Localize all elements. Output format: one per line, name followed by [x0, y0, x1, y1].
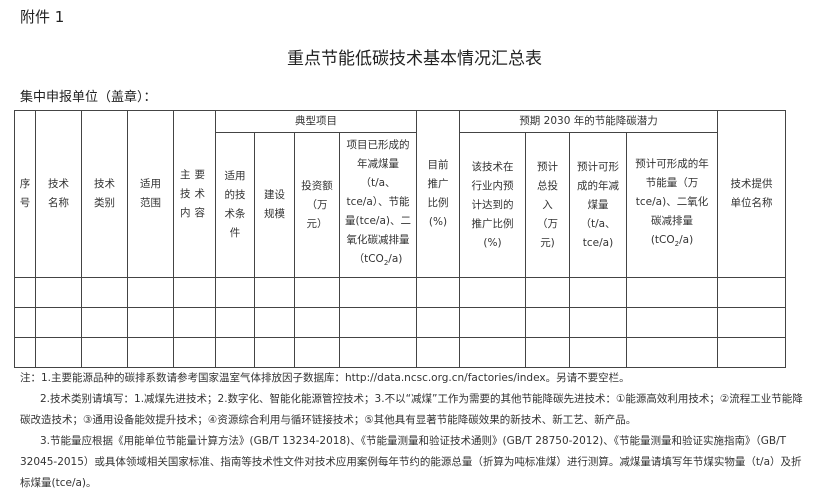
table-cell[interactable] — [14, 337, 36, 368]
table-cell[interactable] — [339, 307, 417, 338]
header-coal-reduction: 预计可形成的年减煤量（t/a、tce/a) — [569, 132, 627, 278]
note-1: 注：1.主要能源品种的碳排系数请参考国家温室气体排放因子数据库：http://d… — [20, 372, 630, 384]
table-cell[interactable] — [127, 307, 174, 338]
unit-label: 集中申报单位（盖章）： — [20, 90, 157, 105]
table-cell[interactable] — [294, 277, 340, 308]
header-provider: 技术提供单位名称 — [717, 110, 787, 278]
note-3: 3.节能量应根据《用能单位节能量计算方法》(GB/T 13234-2018)、《… — [20, 435, 802, 489]
header-group-2030: 预期 2030 年的节能降碳潜力 — [458, 110, 719, 133]
table-cell[interactable] — [254, 277, 295, 308]
table-cell[interactable] — [525, 307, 570, 338]
table-cell[interactable] — [81, 277, 128, 308]
table-cell[interactable] — [35, 307, 82, 338]
page-title: 重点节能低碳技术基本情况汇总表 — [287, 49, 542, 69]
table-cell[interactable] — [525, 337, 570, 368]
table-cell[interactable] — [173, 277, 216, 308]
table-cell[interactable] — [254, 337, 295, 368]
table-cell[interactable] — [569, 307, 627, 338]
table-cell[interactable] — [14, 277, 36, 308]
table-cell[interactable] — [459, 277, 526, 308]
table-cell[interactable] — [215, 277, 255, 308]
header-total-investment: 预计总投入（万元) — [525, 132, 570, 278]
table-cell[interactable] — [569, 337, 627, 368]
header-scale: 建设规模 — [254, 132, 295, 278]
table-cell[interactable] — [81, 337, 128, 368]
table-cell[interactable] — [294, 337, 340, 368]
table-cell[interactable] — [35, 277, 82, 308]
table-cell[interactable] — [173, 307, 216, 338]
table-cell[interactable] — [459, 307, 526, 338]
table-cell[interactable] — [717, 307, 787, 338]
attachment-label: 附件 1 — [20, 8, 65, 26]
table-cell[interactable] — [173, 337, 216, 368]
table-cell[interactable] — [127, 337, 174, 368]
header-energy-savings: 预计可形成的年节能量（万tce/a)、二氧化碳减排量(tCO2/a) — [625, 132, 719, 278]
table-cell[interactable] — [215, 337, 255, 368]
table-cell[interactable] — [717, 277, 787, 308]
header-name: 技术名称 — [35, 110, 82, 278]
header-seq: 序号 — [14, 110, 36, 278]
header-project-savings: 项目已形成的年减煤量（t/a、tce/a）、节能量(tce/a)、二氧化碳减排量… — [339, 132, 417, 278]
table-cell[interactable] — [459, 337, 526, 368]
table-cell[interactable] — [416, 277, 460, 308]
table-cell[interactable] — [569, 277, 627, 308]
table-cell[interactable] — [339, 277, 417, 308]
table-cell[interactable] — [14, 307, 36, 338]
table-cell[interactable] — [81, 307, 128, 338]
table-row — [14, 277, 787, 308]
header-content: 主要技术内容 — [173, 110, 216, 278]
table-cell[interactable] — [525, 277, 570, 308]
table-row — [14, 337, 787, 368]
header-current-ratio: 目前推广比例(%) — [416, 110, 460, 278]
header-scope: 适用范围 — [127, 110, 174, 278]
table-cell[interactable] — [416, 307, 460, 338]
header-expected-ratio: 该技术在行业内预计达到的推广比例(%) — [459, 132, 526, 278]
table-cell[interactable] — [294, 307, 340, 338]
table-cell[interactable] — [717, 337, 787, 368]
summary-table: 序号 技术名称 技术类别 适用范围 主要技术内容 典型项目 目前推广比例(%) … — [14, 110, 787, 368]
notes: 注：1.主要能源品种的碳排系数请参考国家温室气体排放因子数据库：http://d… — [20, 368, 810, 494]
table-cell[interactable] — [625, 277, 719, 308]
header-conditions: 适用的技术条件 — [215, 132, 255, 278]
table-cell[interactable] — [339, 337, 417, 368]
table-cell[interactable] — [625, 307, 719, 338]
table-row — [14, 307, 787, 338]
header-category: 技术类别 — [81, 110, 128, 278]
header-investment: 投资额（万元） — [294, 132, 340, 278]
note-2: 2.技术类别请填写：1.减煤先进技术；2.数字化、智能化能源管控技术；3.不以“… — [20, 393, 803, 426]
header-group-typical: 典型项目 — [215, 110, 417, 133]
table-cell[interactable] — [625, 337, 719, 368]
table-cell[interactable] — [254, 307, 295, 338]
table-cell[interactable] — [215, 307, 255, 338]
table-cell[interactable] — [416, 337, 460, 368]
table-cell[interactable] — [35, 337, 82, 368]
table-cell[interactable] — [127, 277, 174, 308]
